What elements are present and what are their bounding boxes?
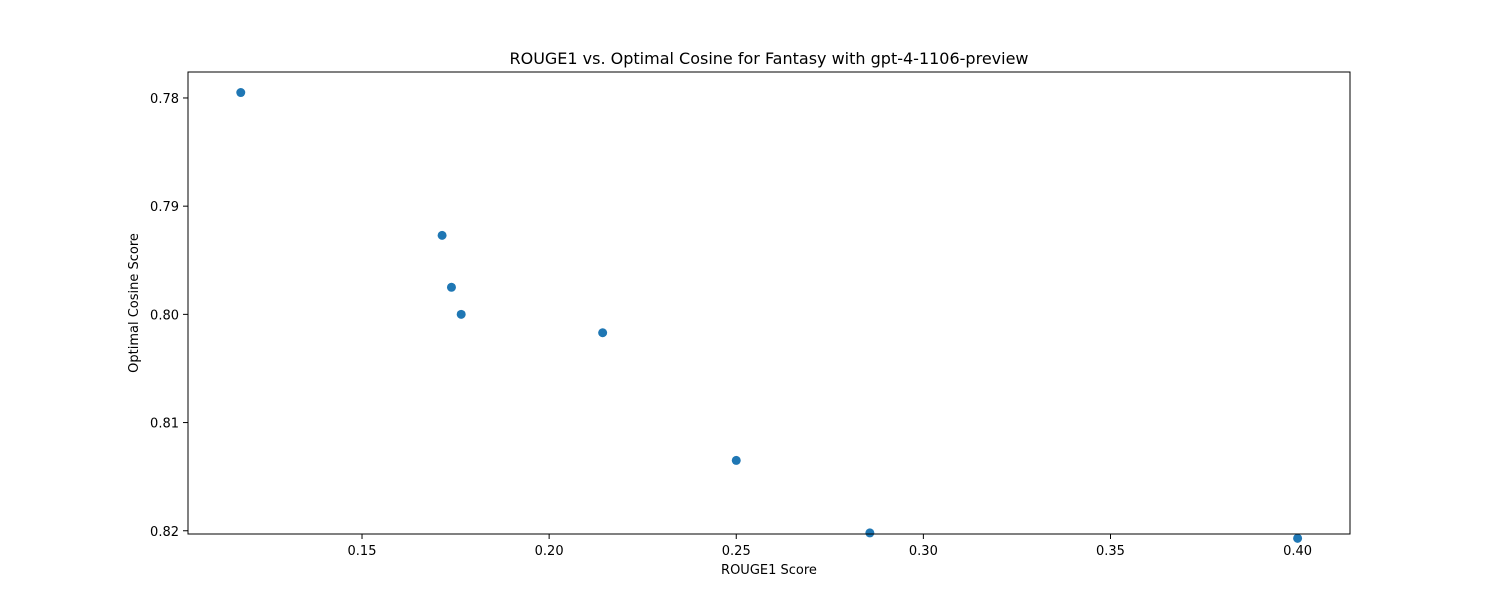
- y-tick-label: 0.78: [150, 92, 179, 107]
- chart-title: ROUGE1 vs. Optimal Cosine for Fantasy wi…: [509, 49, 1028, 68]
- scatter-point: [1293, 533, 1303, 543]
- x-tick-label: 0.20: [535, 544, 564, 559]
- y-axis-label: Optimal Cosine Score: [127, 233, 142, 373]
- y-axis-ticks: 0.78 0.79 0.80 0.81 0.82: [150, 92, 188, 540]
- scatter-point: [731, 455, 741, 465]
- y-tick-label: 0.81: [150, 417, 179, 432]
- scatter-point: [598, 328, 608, 338]
- scatter-point: [437, 230, 447, 240]
- scatter-point: [446, 282, 456, 292]
- scatter-point: [456, 309, 466, 319]
- x-axis-label: ROUGE1 Score: [721, 563, 817, 578]
- x-tick-label: 0.35: [1096, 544, 1125, 559]
- x-tick-label: 0.30: [909, 544, 938, 559]
- y-tick-label: 0.80: [150, 308, 179, 323]
- scatter-point: [865, 528, 875, 538]
- plot-area-frame: [187, 71, 1351, 535]
- x-tick-label: 0.40: [1283, 544, 1312, 559]
- y-tick-label: 0.79: [150, 200, 179, 215]
- y-tick-label: 0.82: [150, 525, 179, 540]
- x-tick-label: 0.15: [348, 544, 377, 559]
- data-points: [236, 88, 1303, 543]
- x-axis-ticks: 0.15 0.20 0.25 0.30 0.35 0.40: [348, 534, 1312, 559]
- scatter-point: [236, 88, 246, 98]
- x-tick-label: 0.25: [722, 544, 751, 559]
